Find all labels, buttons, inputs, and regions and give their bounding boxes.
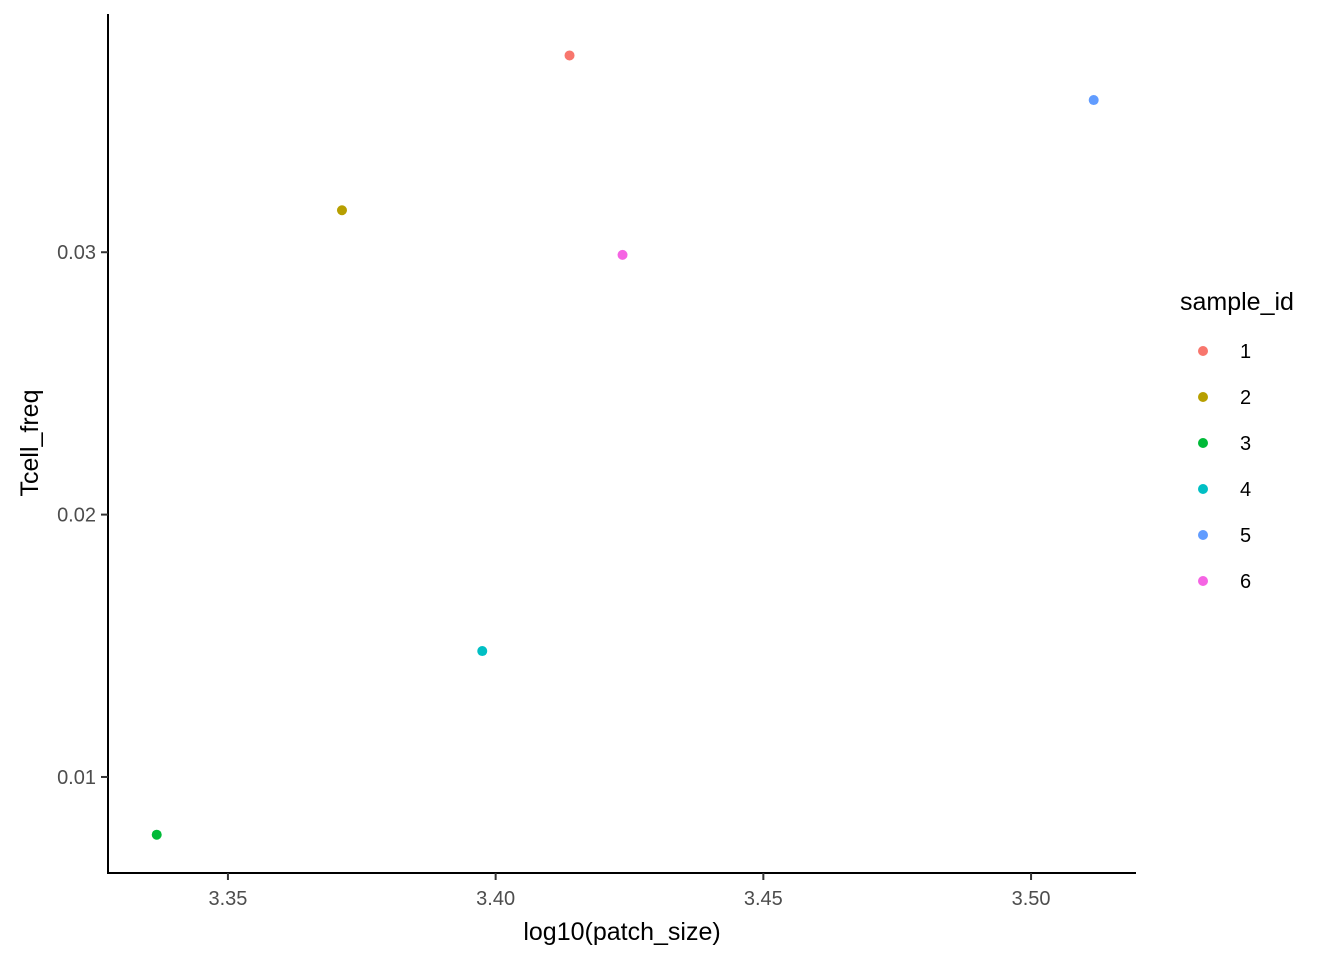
legend-label-4: 4 xyxy=(1240,479,1251,501)
legend-key-6 xyxy=(1198,576,1208,586)
legend-item-4: 4 xyxy=(1198,479,1251,501)
legend-key-4 xyxy=(1198,484,1208,494)
x-tick-label: 3.45 xyxy=(744,888,783,910)
legend: sample_id 1 2 3 4 5 6 xyxy=(1180,288,1294,593)
legend-item-3: 3 xyxy=(1198,433,1251,455)
legend-item-6: 6 xyxy=(1198,571,1251,593)
legend-label-2: 2 xyxy=(1240,387,1251,409)
x-tick-label: 3.35 xyxy=(208,888,247,910)
x-tick-label: 3.40 xyxy=(476,888,515,910)
x-axis-title: log10(patch_size) xyxy=(523,918,720,946)
x-axis-ticks: 3.35 3.40 3.45 3.50 xyxy=(208,873,1051,910)
legend-key-5 xyxy=(1198,530,1208,540)
data-point-sample-2 xyxy=(336,205,347,216)
y-tick-label: 0.01 xyxy=(57,767,96,789)
legend-item-1: 1 xyxy=(1198,341,1251,363)
legend-title: sample_id xyxy=(1180,288,1294,316)
legend-label-1: 1 xyxy=(1240,341,1251,363)
data-point-sample-4 xyxy=(477,646,488,657)
legend-label-5: 5 xyxy=(1240,525,1251,547)
legend-label-6: 6 xyxy=(1240,571,1251,593)
legend-key-3 xyxy=(1198,438,1208,448)
legend-label-3: 3 xyxy=(1240,433,1251,455)
data-points xyxy=(151,50,1099,840)
y-axis-title: Tcell_freq xyxy=(16,390,44,497)
plot-panel: 3.35 3.40 3.45 3.50 0.01 0.02 0.03 xyxy=(57,14,1136,910)
y-tick-label: 0.03 xyxy=(57,242,96,264)
x-tick-label: 3.50 xyxy=(1012,888,1051,910)
y-axis-ticks: 0.01 0.02 0.03 xyxy=(57,242,108,789)
data-point-sample-6 xyxy=(617,249,628,260)
y-tick-label: 0.02 xyxy=(57,505,96,527)
data-point-sample-5 xyxy=(1088,95,1099,106)
legend-items: 1 2 3 4 5 6 xyxy=(1198,341,1251,593)
data-point-sample-1 xyxy=(564,50,575,61)
legend-item-5: 5 xyxy=(1198,525,1251,547)
data-point-sample-3 xyxy=(151,829,162,840)
legend-key-2 xyxy=(1198,392,1208,402)
legend-item-2: 2 xyxy=(1198,387,1251,409)
legend-key-1 xyxy=(1198,346,1208,356)
